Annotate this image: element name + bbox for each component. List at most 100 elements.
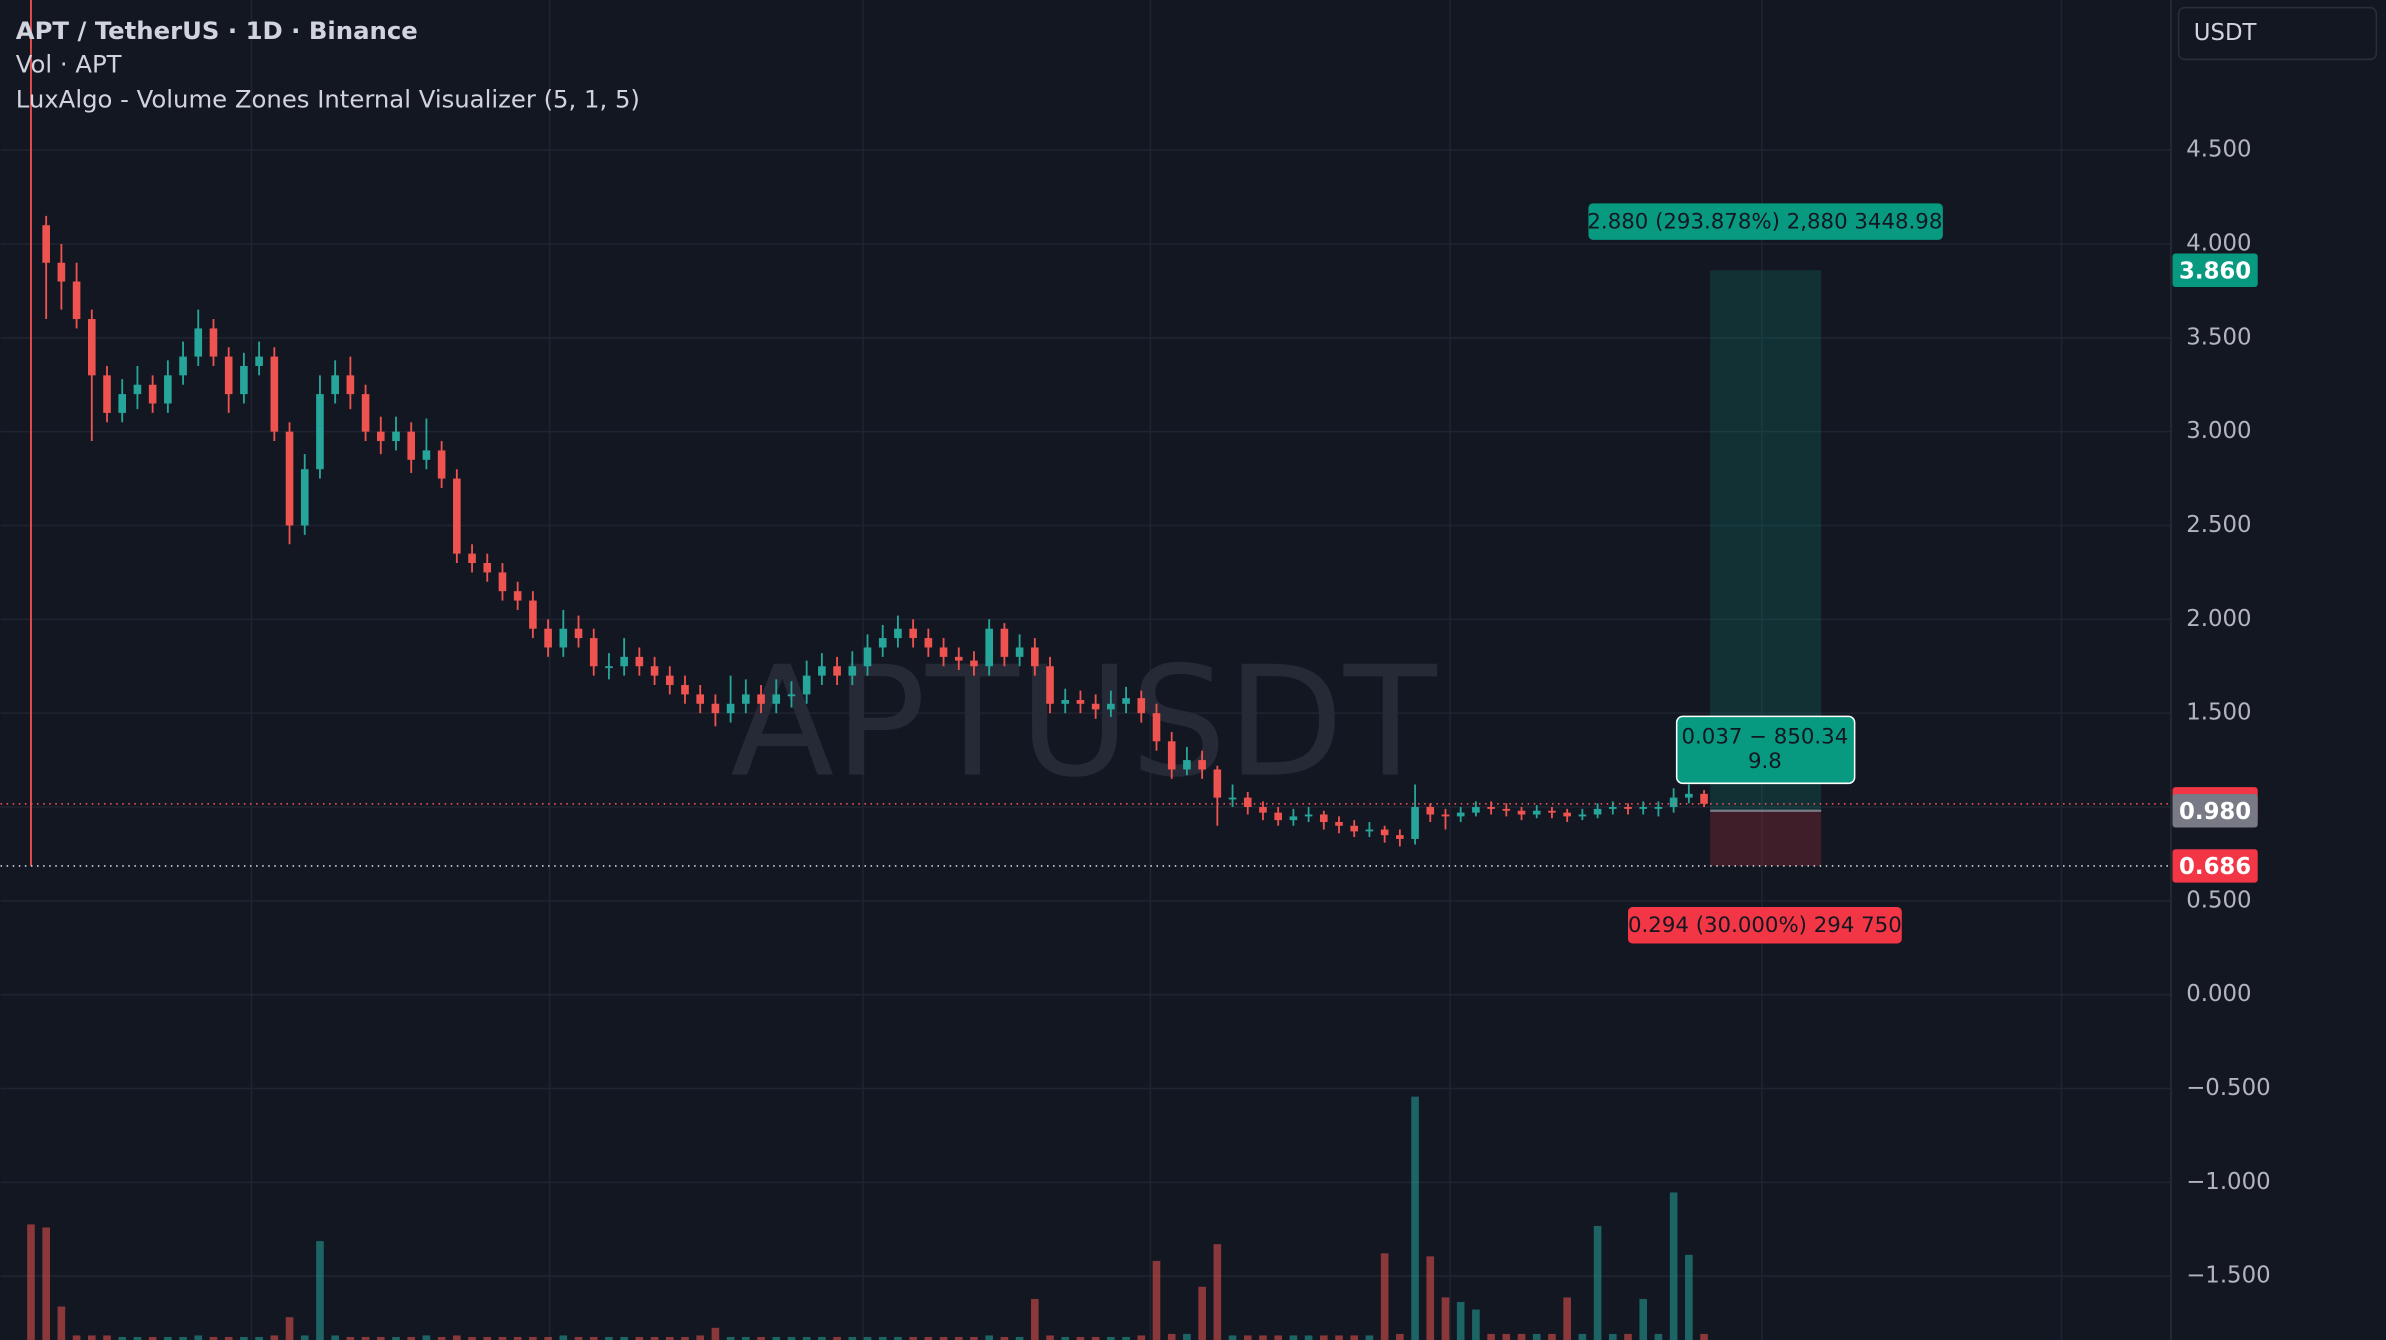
candle-body — [620, 656, 628, 667]
candle-body — [970, 660, 978, 667]
volume-bar — [559, 1335, 568, 1340]
volume-bar — [1365, 1335, 1374, 1340]
y-tick-label: 2.000 — [2186, 606, 2251, 632]
candle-body — [331, 375, 339, 395]
volume-bar — [1000, 1336, 1009, 1340]
volume-bar — [1472, 1309, 1480, 1340]
candle-body — [954, 656, 963, 661]
candle-body — [1380, 829, 1389, 836]
volume-bar — [437, 1336, 446, 1340]
volume-bar — [346, 1336, 355, 1340]
volume-bar — [453, 1335, 461, 1340]
candle-body — [513, 591, 522, 601]
volume-bar — [726, 1336, 735, 1340]
currency-label[interactable]: USDT — [2194, 20, 2257, 46]
candle-body — [468, 553, 476, 564]
volume-bar — [270, 1335, 279, 1340]
volume-bar — [224, 1336, 233, 1340]
price-badge-label: 3.860 — [2179, 258, 2251, 284]
volume-bar — [833, 1336, 841, 1340]
volume-bar — [1031, 1298, 1039, 1340]
candle-body — [133, 384, 142, 395]
candle-body — [635, 656, 644, 667]
candle-body — [316, 394, 324, 470]
candle-body — [1274, 812, 1282, 821]
volume-bar — [1137, 1335, 1146, 1340]
volume-bar — [1426, 1256, 1435, 1340]
volume-bar — [1076, 1336, 1085, 1340]
volume-bar — [1183, 1333, 1191, 1340]
volume-bar — [42, 1227, 50, 1340]
volume-bar — [1563, 1297, 1571, 1340]
volume-bar — [57, 1306, 66, 1340]
indicator-label: LuxAlgo - Volume Zones Internal Visualiz… — [16, 84, 640, 113]
candle-body — [1167, 741, 1176, 770]
candle-body — [255, 356, 263, 366]
volume-bar — [1107, 1336, 1115, 1340]
candle-body — [1015, 647, 1024, 657]
volume-bar — [635, 1336, 644, 1340]
volume-bar — [1335, 1335, 1343, 1340]
volume-bar — [1608, 1333, 1617, 1340]
candle-body — [1213, 769, 1222, 798]
overlay: 2.880 (293.878%) 2,880 3448.98 0.037 − 85… — [0, 203, 2172, 944]
candle-body — [878, 638, 887, 648]
volume-bar — [1320, 1335, 1328, 1340]
candle-body — [1472, 807, 1480, 813]
volume-bar — [802, 1336, 811, 1340]
currency-button[interactable] — [2177, 6, 2378, 61]
volume-bar — [665, 1336, 674, 1340]
candle-body — [787, 694, 796, 697]
candle-body — [103, 375, 111, 413]
volume-bar — [894, 1336, 902, 1340]
candle-body — [1031, 647, 1039, 667]
candle-body — [1350, 825, 1359, 832]
candle-body — [1700, 793, 1708, 804]
candle-body — [1183, 760, 1191, 770]
candle-body — [42, 225, 50, 263]
volume-bar — [376, 1336, 385, 1340]
volume-bar — [1304, 1335, 1313, 1340]
volume-bar — [392, 1336, 400, 1340]
volume-bar — [1578, 1333, 1587, 1340]
volume-bar — [1593, 1225, 1602, 1340]
candle-body — [1137, 698, 1146, 714]
y-tick-label: 3.000 — [2186, 418, 2251, 444]
candle-body — [392, 431, 400, 442]
candle-body — [1046, 666, 1054, 704]
candle-body — [361, 394, 370, 432]
volume-bar — [1046, 1335, 1054, 1340]
candle-body — [498, 572, 507, 592]
candle-body — [589, 638, 598, 667]
volume-bar — [1411, 1096, 1419, 1340]
candle-body — [453, 478, 461, 554]
candle-body — [1669, 797, 1678, 808]
candle-body — [1076, 700, 1085, 704]
candle-body — [72, 281, 81, 320]
volume-bar — [787, 1336, 796, 1340]
volume-bar — [985, 1335, 993, 1340]
volume-bar — [483, 1336, 492, 1340]
candle-body — [1304, 814, 1313, 817]
volume-bar — [605, 1336, 613, 1340]
candle-body — [1532, 810, 1541, 815]
candle-body — [924, 638, 933, 648]
candle-body — [742, 694, 750, 704]
candle-body — [939, 647, 948, 657]
candle-body — [1320, 814, 1328, 823]
volume-bar — [529, 1336, 537, 1340]
volume-bar — [513, 1336, 522, 1340]
candle-body — [1548, 810, 1556, 813]
candle-body — [1639, 807, 1648, 809]
indicator-label: Vol · APT — [16, 49, 122, 78]
candle-body — [1335, 822, 1343, 826]
price-axis: 4.5004.0003.5003.0002.5002.0001.5001.000… — [2172, 137, 2271, 1289]
candle-body — [1685, 793, 1693, 798]
volume-bar — [1289, 1335, 1298, 1340]
volume-bar — [970, 1336, 978, 1340]
volume-bar — [422, 1335, 431, 1340]
volume-bar — [240, 1336, 248, 1340]
candle-body — [772, 694, 781, 704]
volume-bar — [1700, 1333, 1708, 1340]
